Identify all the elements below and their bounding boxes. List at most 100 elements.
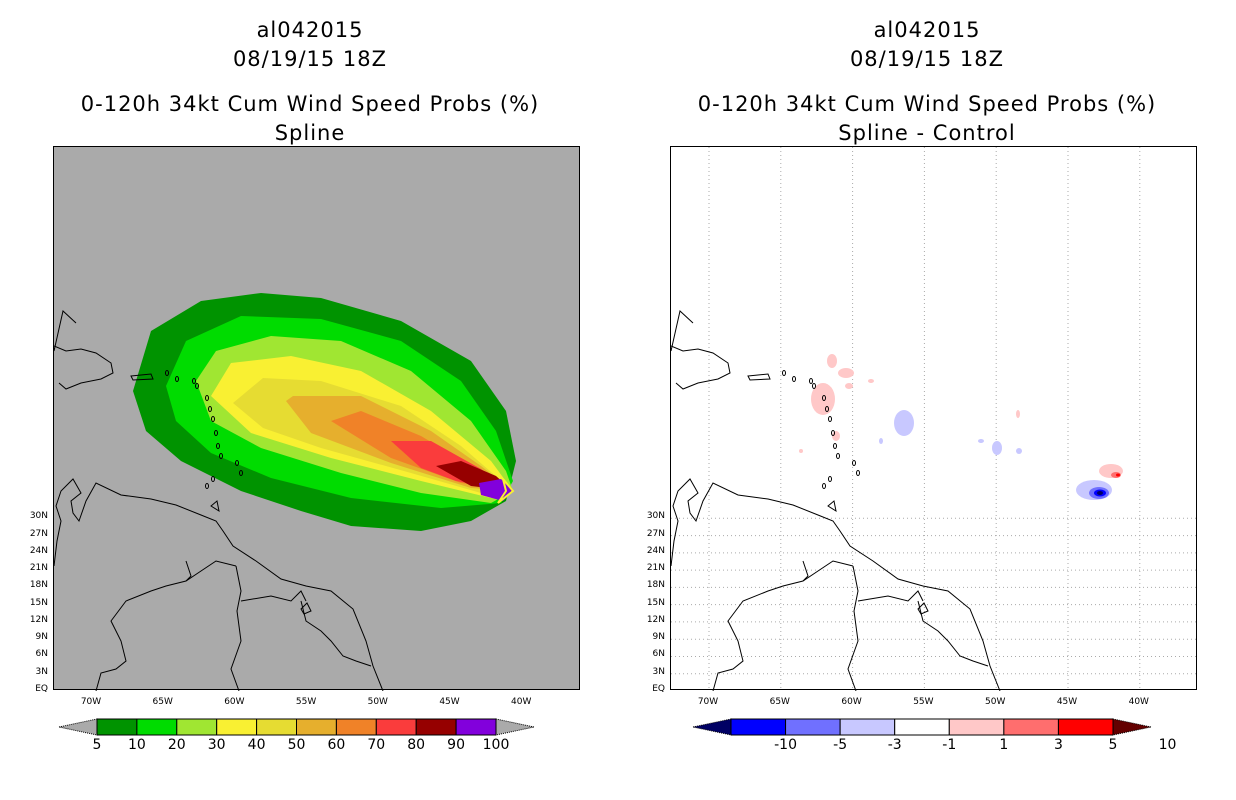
difference-patch <box>868 379 874 383</box>
right-colorbar-upper-extension <box>1112 718 1152 736</box>
coast-segment <box>857 590 924 602</box>
right-colorbar-swatch <box>894 718 950 736</box>
island <box>211 476 215 482</box>
lon-label: 65W <box>769 697 790 707</box>
right-colorbar-swatch <box>730 718 787 736</box>
left-colorbar-label: 40 <box>247 737 266 753</box>
lat-label: 3N <box>35 666 48 677</box>
island <box>239 470 243 476</box>
right-colorbar-label: -5 <box>833 737 848 753</box>
method-label: Spline - Control <box>838 121 1016 145</box>
init-time: 08/19/15 18Z <box>849 47 1005 71</box>
lat-label: 9N <box>652 632 665 643</box>
right-colorbar-swatch <box>1003 718 1059 736</box>
lon-label: 45W <box>439 697 460 707</box>
right-colorbar-swatch <box>1057 718 1114 736</box>
left-colorbar-swatch <box>296 718 337 736</box>
right-title: al042015 08/19/15 18Z 0-120h 34kt Cum Wi… <box>647 16 1207 148</box>
right-colorbar-swatch <box>785 718 841 736</box>
coast-segment <box>300 602 312 615</box>
lat-label: 9N <box>35 632 48 643</box>
right-colorbar-label: 3 <box>1053 737 1063 753</box>
coast-segment <box>671 478 1001 691</box>
lat-label: 6N <box>35 649 48 660</box>
coast-segment <box>671 345 731 390</box>
island <box>208 406 212 412</box>
difference-patch <box>799 449 803 453</box>
left-colorbar-label: 90 <box>447 737 465 753</box>
lat-label: 30N <box>646 511 665 522</box>
lat-label: 18N <box>646 580 665 591</box>
island <box>192 378 196 384</box>
lat-label: 24N <box>29 545 48 556</box>
island <box>165 370 169 376</box>
coast-segment <box>747 373 771 381</box>
coast-segment <box>130 373 154 381</box>
left-colorbar-label: 70 <box>367 737 386 753</box>
island <box>235 460 239 466</box>
coast-segment <box>95 560 237 691</box>
island <box>822 395 826 401</box>
difference-patch <box>838 368 854 378</box>
lon-label: 40W <box>1128 697 1149 707</box>
lon-label: 70W <box>697 697 719 707</box>
island <box>216 443 220 449</box>
island <box>219 453 223 459</box>
coast-segment <box>54 310 77 352</box>
left-colorbar-swatch <box>136 718 178 736</box>
coast-segment <box>54 345 114 390</box>
island <box>214 430 218 436</box>
island <box>175 376 179 382</box>
difference-patch <box>879 438 883 444</box>
lat-label: 3N <box>652 666 665 677</box>
island <box>831 430 835 436</box>
left-colorbar-swatch <box>216 718 258 736</box>
island <box>782 370 786 376</box>
probability-map <box>53 146 580 691</box>
lat-label: 24N <box>646 545 665 556</box>
island <box>825 406 829 412</box>
storm-id: al042015 <box>256 18 364 42</box>
left-colorbar-swatch <box>96 718 138 736</box>
lat-label: EQ <box>35 684 48 694</box>
island <box>205 395 209 401</box>
island <box>211 416 215 422</box>
init-time: 08/19/15 18Z <box>232 47 388 71</box>
left-colorbar-swatch <box>256 718 298 736</box>
island <box>822 483 826 489</box>
coast-segment <box>54 478 384 691</box>
left-colorbar-label: 10 <box>127 737 146 753</box>
coast-segment <box>210 500 220 513</box>
left-colorbar-label: 50 <box>287 737 306 753</box>
right-colorbar-label: -3 <box>887 737 902 753</box>
lon-label: 60W <box>224 697 245 707</box>
left-colorbar-label: 30 <box>207 737 226 753</box>
difference-patch <box>845 383 853 389</box>
island <box>828 476 832 482</box>
difference-patch <box>978 439 984 443</box>
lon-label: 45W <box>1056 697 1078 707</box>
coast-segment <box>240 590 307 602</box>
left-colorbar-label: 5 <box>92 737 102 753</box>
lat-label: 15N <box>29 597 48 608</box>
left-colorbar-label: 100 <box>482 737 510 753</box>
right-colorbar-label: 5 <box>1108 737 1118 753</box>
coast-segment <box>802 560 809 582</box>
lon-label: 50W <box>367 697 388 707</box>
lon-label: 60W <box>841 697 862 707</box>
right-colorbar-label: 1 <box>999 737 1009 753</box>
coast-segment <box>847 565 859 691</box>
difference-patch <box>1016 410 1020 418</box>
right-colorbar-label: -10 <box>774 737 797 753</box>
lon-label: 70W <box>80 697 102 707</box>
difference-field <box>671 147 1198 691</box>
island <box>833 443 837 449</box>
difference-map <box>670 146 1198 691</box>
difference-patch <box>832 431 840 441</box>
coast-segment <box>185 560 192 582</box>
swath-tip <box>497 478 515 504</box>
island <box>195 383 199 389</box>
difference-patch <box>827 354 837 368</box>
right-colorbar-lower-extension <box>692 718 732 736</box>
lat-label: 21N <box>646 563 665 574</box>
